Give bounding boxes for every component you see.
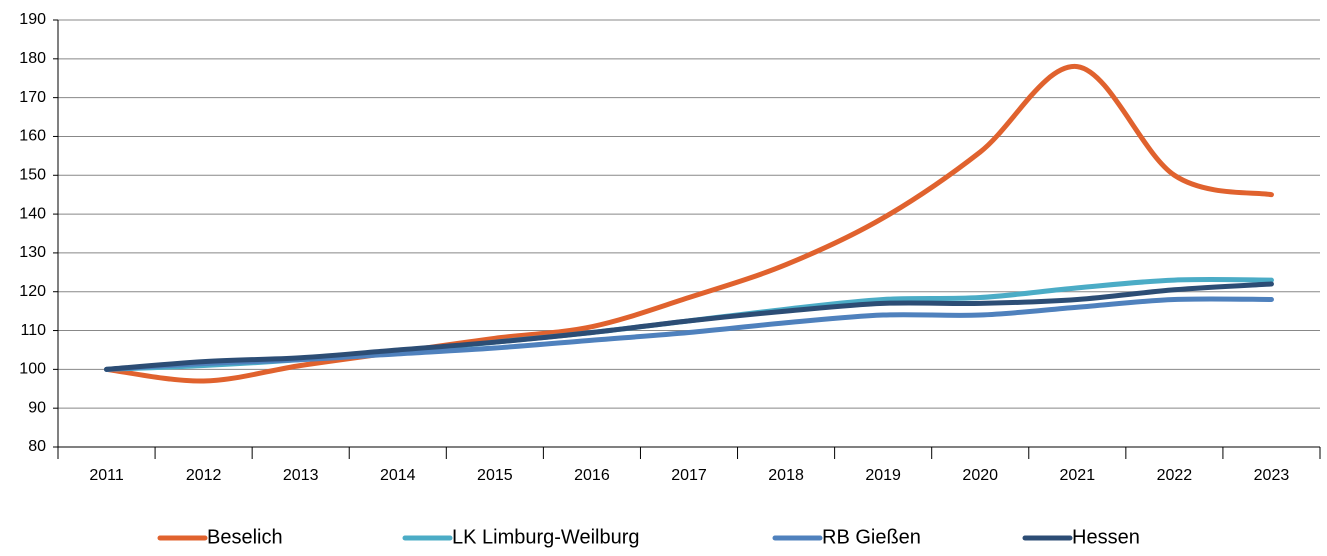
x-tick-label: 2015	[477, 467, 513, 484]
x-tick-label: 2011	[89, 467, 124, 484]
x-tick-label: 2013	[283, 467, 319, 484]
y-tick-label: 150	[19, 166, 46, 183]
y-tick-label: 90	[28, 399, 46, 416]
legend-label: Beselich	[207, 526, 283, 548]
y-tick-label: 110	[20, 322, 46, 339]
x-tick-label: 2019	[865, 467, 901, 484]
x-tick-label: 2023	[1254, 467, 1290, 484]
y-tick-label: 100	[19, 361, 46, 378]
x-tick-label: 2022	[1157, 467, 1193, 484]
x-tick-label: 2016	[574, 467, 610, 484]
y-tick-label: 80	[28, 438, 46, 455]
x-tick-label: 2012	[186, 467, 222, 484]
y-tick-label: 160	[19, 128, 46, 145]
x-tick-label: 2021	[1060, 467, 1096, 484]
series-line	[104, 277, 1274, 372]
x-tick-label: 2018	[768, 467, 804, 484]
y-tick-label: 140	[19, 205, 46, 222]
legend-label: LK Limburg-Weilburg	[452, 526, 640, 548]
x-tick-label: 2017	[671, 467, 707, 484]
y-tick-label: 180	[19, 50, 46, 67]
y-tick-label: 170	[19, 89, 46, 106]
legend-label: RB Gießen	[822, 526, 921, 548]
series-line	[104, 64, 1274, 384]
y-tick-label: 120	[19, 283, 46, 300]
series-line	[104, 281, 1274, 372]
x-tick-label: 2014	[380, 467, 416, 484]
x-tick-label: 2020	[962, 467, 998, 484]
legend-label: Hessen	[1072, 526, 1140, 548]
y-tick-label: 130	[19, 244, 46, 261]
y-tick-label: 190	[19, 11, 46, 28]
